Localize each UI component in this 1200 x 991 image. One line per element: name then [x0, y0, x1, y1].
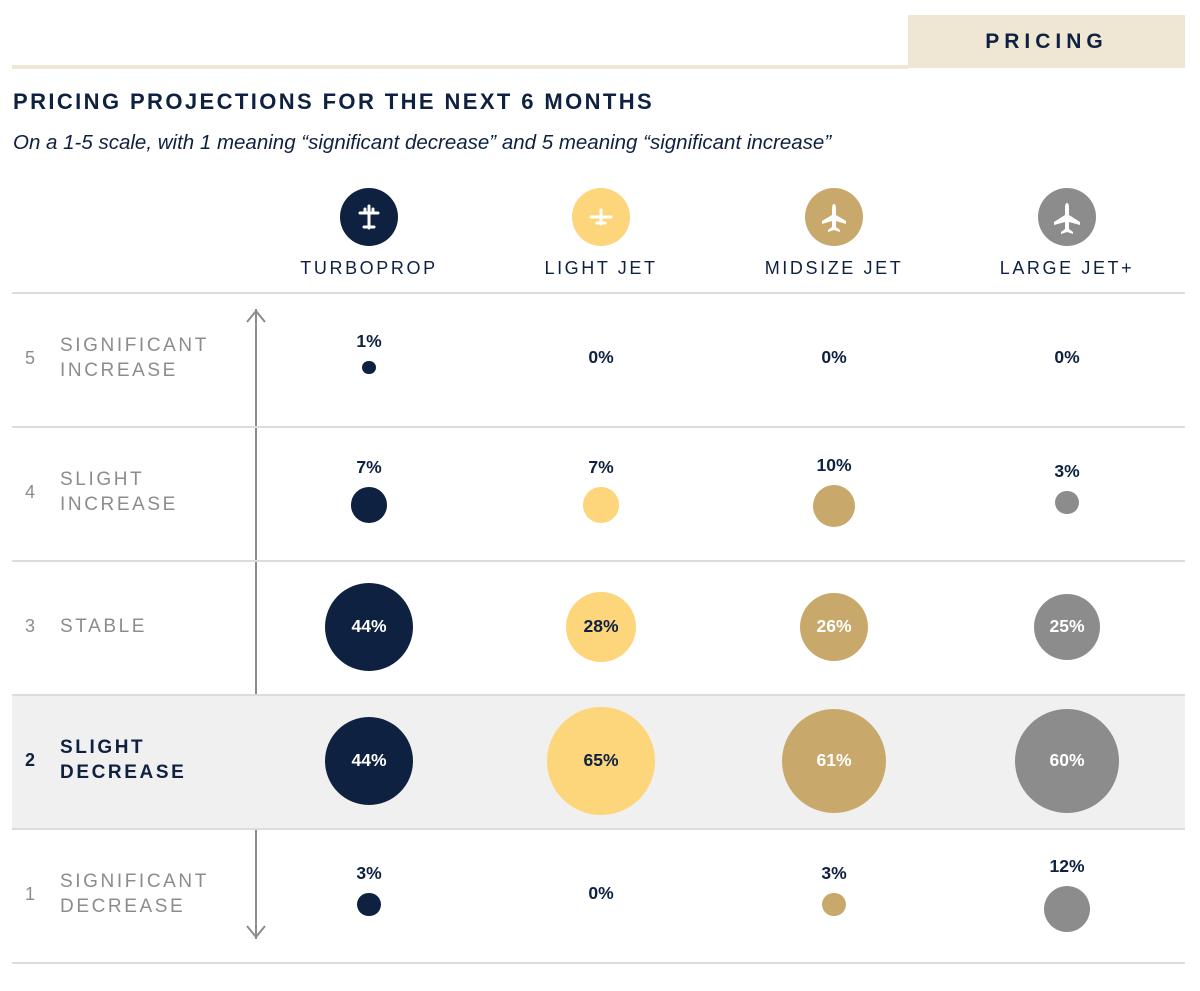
- data-label: 0%: [821, 347, 847, 367]
- data-label: 3%: [356, 863, 382, 884]
- column-header: TURBOPROP: [269, 188, 469, 279]
- data-label: 3%: [821, 863, 847, 884]
- column-label: LARGE JET+: [999, 258, 1135, 278]
- column-label: LIGHT JET: [544, 258, 658, 278]
- bubble: [781, 708, 887, 814]
- bubble: [1055, 491, 1079, 515]
- data-label: 60%: [1049, 750, 1085, 770]
- row-scale-number: 4: [25, 482, 36, 502]
- row-scale-number: 5: [25, 348, 36, 368]
- midsize-jet-icon: [805, 188, 863, 246]
- bubble: [351, 487, 387, 523]
- row-scale-number: 3: [25, 616, 36, 636]
- row-label: SIGNIFICANT INCREASE: [60, 335, 209, 381]
- row-divider: [12, 292, 1185, 294]
- data-label: 25%: [1049, 616, 1085, 636]
- data-label: 7%: [588, 457, 614, 478]
- bubble: [822, 893, 846, 917]
- data-label: 0%: [1054, 347, 1080, 367]
- bubble: [324, 582, 414, 672]
- row-divider: [12, 426, 1185, 428]
- section-tab-pricing: PRICING: [908, 15, 1185, 68]
- row-scale-number: 1: [25, 884, 36, 904]
- data-label: 12%: [1049, 855, 1085, 876]
- bubble: [1033, 593, 1101, 661]
- data-label: 0%: [588, 347, 614, 367]
- column-header: LARGE JET+: [967, 188, 1167, 279]
- scale-arrow-icon: [246, 309, 266, 939]
- section-tab-label: PRICING: [985, 29, 1108, 53]
- bubble: [324, 716, 414, 806]
- column-header: MIDSIZE JET: [734, 188, 934, 279]
- data-label: 26%: [816, 616, 852, 636]
- large-jet-icon: [1038, 188, 1096, 246]
- data-label: 7%: [356, 457, 382, 478]
- row-divider: [12, 962, 1185, 964]
- column-label: TURBOPROP: [300, 258, 438, 278]
- light-jet-icon: [572, 188, 630, 246]
- row-label: STABLE: [60, 615, 148, 637]
- bubble: [1015, 709, 1119, 813]
- bubble: [357, 893, 381, 917]
- data-label: 28%: [583, 616, 619, 636]
- data-label: 1%: [356, 330, 382, 351]
- chart-subtitle: On a 1-5 scale, with 1 meaning “signific…: [13, 131, 832, 154]
- data-label: 65%: [583, 750, 619, 770]
- row-label: SIGNIFICANT DECREASE: [60, 871, 209, 917]
- bubble: [547, 707, 655, 815]
- data-label: 0%: [588, 883, 614, 903]
- bubble: [583, 487, 619, 523]
- bubble: [1043, 885, 1091, 932]
- column-header: LIGHT JET: [501, 188, 701, 279]
- row-scale-number: 2: [25, 750, 36, 770]
- data-label: 44%: [351, 750, 387, 770]
- row-divider: [12, 694, 1185, 696]
- column-label: MIDSIZE JET: [764, 258, 904, 278]
- bubble: [812, 484, 856, 528]
- bubble: [799, 592, 869, 662]
- row-divider: [12, 828, 1185, 830]
- row-divider: [12, 560, 1185, 562]
- chart-title: PRICING PROJECTIONS FOR THE NEXT 6 MONTH…: [13, 89, 655, 114]
- turboprop-icon: [340, 188, 398, 246]
- data-label: 61%: [816, 750, 852, 770]
- header-rule: [12, 65, 908, 69]
- data-label: 10%: [816, 454, 852, 475]
- row-label: SLIGHT DECREASE: [60, 737, 187, 783]
- data-label: 44%: [351, 616, 387, 636]
- data-label: 3%: [1054, 461, 1080, 482]
- bubble: [362, 360, 376, 374]
- bubble: [565, 591, 637, 663]
- row-label: SLIGHT INCREASE: [60, 469, 178, 515]
